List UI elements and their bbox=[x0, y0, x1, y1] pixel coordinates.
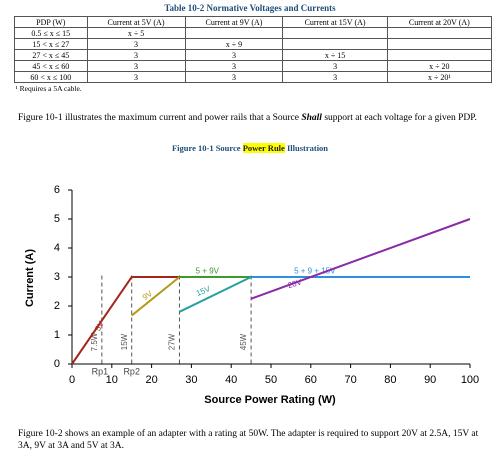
y-tick-label: 1 bbox=[54, 329, 60, 341]
table-cell: 0.5 ≤ x ≤ 15 bbox=[14, 27, 88, 39]
chart: Source Power Rating (W) Current (A) 0 1 2 3… bbox=[24, 184, 479, 406]
table-cell: x ÷ 15 bbox=[282, 49, 388, 61]
table-cell: 3 bbox=[282, 60, 388, 72]
y-tick-label: 4 bbox=[54, 242, 60, 254]
x-tick-label: 100 bbox=[461, 374, 479, 386]
text: Figure 10-1 illustrates the maximum curr… bbox=[18, 113, 302, 123]
series-label: 5V bbox=[93, 319, 106, 332]
x-tick-label: 10 bbox=[106, 374, 118, 386]
table-cell: 3 bbox=[86, 60, 186, 72]
y-tick-label: 6 bbox=[54, 184, 60, 196]
table-cell: 60 < x ≤ 100 bbox=[14, 71, 88, 83]
series-label: 5 + 9V bbox=[196, 266, 220, 275]
series-line bbox=[250, 218, 471, 300]
header-cell: PDP (W) bbox=[14, 16, 88, 28]
table-row: 27 < x ≤ 45 3 3 x ÷ 15 bbox=[14, 49, 493, 61]
marker-label: 27W bbox=[168, 333, 177, 350]
table-cell: 3 bbox=[86, 49, 186, 61]
table-cell: x ÷ 20 bbox=[386, 60, 493, 72]
series-label: 15V bbox=[195, 284, 212, 298]
header-cell: Current at 15V (A) bbox=[282, 16, 388, 28]
figure-caption: Figure 10-1 Source Power Rule Illustrati… bbox=[0, 143, 500, 153]
header-cell: Current at 9V (A) bbox=[184, 16, 284, 28]
y-tick-label: 2 bbox=[54, 300, 60, 312]
x-tick-label: 70 bbox=[344, 374, 356, 386]
x-tick-label: 60 bbox=[305, 374, 317, 386]
table-row: 0.5 ≤ x ≤ 15 x ÷ 5 bbox=[14, 27, 493, 39]
x-tick-label: 40 bbox=[225, 374, 237, 386]
table-cell: 3 bbox=[184, 49, 284, 61]
table-title: Table 10-2 Normative Voltages and Curren… bbox=[164, 3, 336, 13]
series-line bbox=[131, 276, 181, 317]
paragraph: Figure 10-2 shows an example of an adapt… bbox=[18, 429, 479, 451]
x-tick-label: 80 bbox=[384, 374, 396, 386]
table-row: 15 < x ≤ 27 3 x ÷ 9 bbox=[14, 38, 493, 50]
annotation: Rp2 bbox=[123, 366, 140, 376]
table-cell bbox=[386, 49, 493, 61]
table-cell: 3 bbox=[184, 60, 284, 72]
y-tick-label: 3 bbox=[54, 271, 60, 283]
footnote: ¹ Requires a 5A cable. bbox=[15, 83, 82, 93]
series-label: 20V bbox=[287, 277, 304, 290]
table-cell: 15 < x ≤ 27 bbox=[14, 38, 88, 50]
table-cell bbox=[386, 27, 493, 39]
table-cell bbox=[282, 27, 388, 39]
table-cell: x ÷ 5 bbox=[86, 27, 186, 39]
table-cell: x ÷ 9 bbox=[184, 38, 284, 50]
table-cell: 3 bbox=[282, 71, 388, 83]
table-row: 60 < x ≤ 100 3 3 3 x ÷ 20¹ bbox=[14, 71, 493, 83]
table-cell: 45 < x ≤ 60 bbox=[14, 60, 88, 72]
table-cell bbox=[282, 38, 388, 50]
series-line bbox=[71, 276, 180, 365]
x-tick-label: 20 bbox=[145, 374, 157, 386]
x-tick-label: 30 bbox=[185, 374, 197, 386]
table-cell: 3 bbox=[86, 71, 186, 83]
table-header: PDP (W) Current at 5V (A) Current at 9V (A… bbox=[14, 16, 493, 28]
series-line bbox=[179, 276, 252, 313]
x-tick-label: 90 bbox=[424, 374, 436, 386]
table-cell bbox=[386, 38, 493, 50]
header-cell: Current at 5V (A) bbox=[86, 16, 186, 28]
highlight: Power Rule bbox=[242, 143, 285, 153]
y-tick-label: 0 bbox=[54, 358, 60, 370]
table-cell bbox=[184, 27, 284, 39]
footnote-row: ¹ Requires a 5A cable. bbox=[15, 83, 492, 94]
table-cell: x ÷ 20¹ bbox=[386, 71, 493, 83]
text: support at each voltage for a given PDP. bbox=[321, 113, 477, 123]
x-tick-label: 50 bbox=[265, 374, 277, 386]
paragraph: Figure 10-1 illustrates the maximum curr… bbox=[18, 112, 488, 124]
text: Figure 10-1 Source bbox=[171, 143, 243, 153]
table-cell: 3 bbox=[86, 38, 186, 50]
table-cell: 27 < x ≤ 45 bbox=[14, 49, 88, 61]
text: Illustration bbox=[284, 143, 329, 153]
marker-label: 45W bbox=[239, 333, 248, 350]
x-tick-label: 0 bbox=[69, 374, 75, 386]
table-cell: 3 bbox=[184, 71, 284, 83]
emphasis: Shall bbox=[301, 113, 322, 123]
y-axis-label: Current (A) bbox=[24, 249, 36, 307]
series-label: 5 + 9 + 15V bbox=[294, 266, 336, 275]
marker-label: 15W bbox=[120, 333, 129, 350]
annotation: Rp1 bbox=[92, 366, 109, 376]
marker-label: 7.5W bbox=[90, 332, 99, 351]
x-axis-label: Source Power Rating (W) bbox=[204, 394, 336, 406]
table: PDP (W) Current at 5V (A) Current at 9V (A… bbox=[14, 16, 493, 94]
header-cell: Current at 20V (A) bbox=[386, 16, 493, 28]
table-row: 45 < x ≤ 60 3 3 3 x ÷ 20 bbox=[14, 60, 493, 72]
y-tick-label: 5 bbox=[54, 213, 60, 225]
